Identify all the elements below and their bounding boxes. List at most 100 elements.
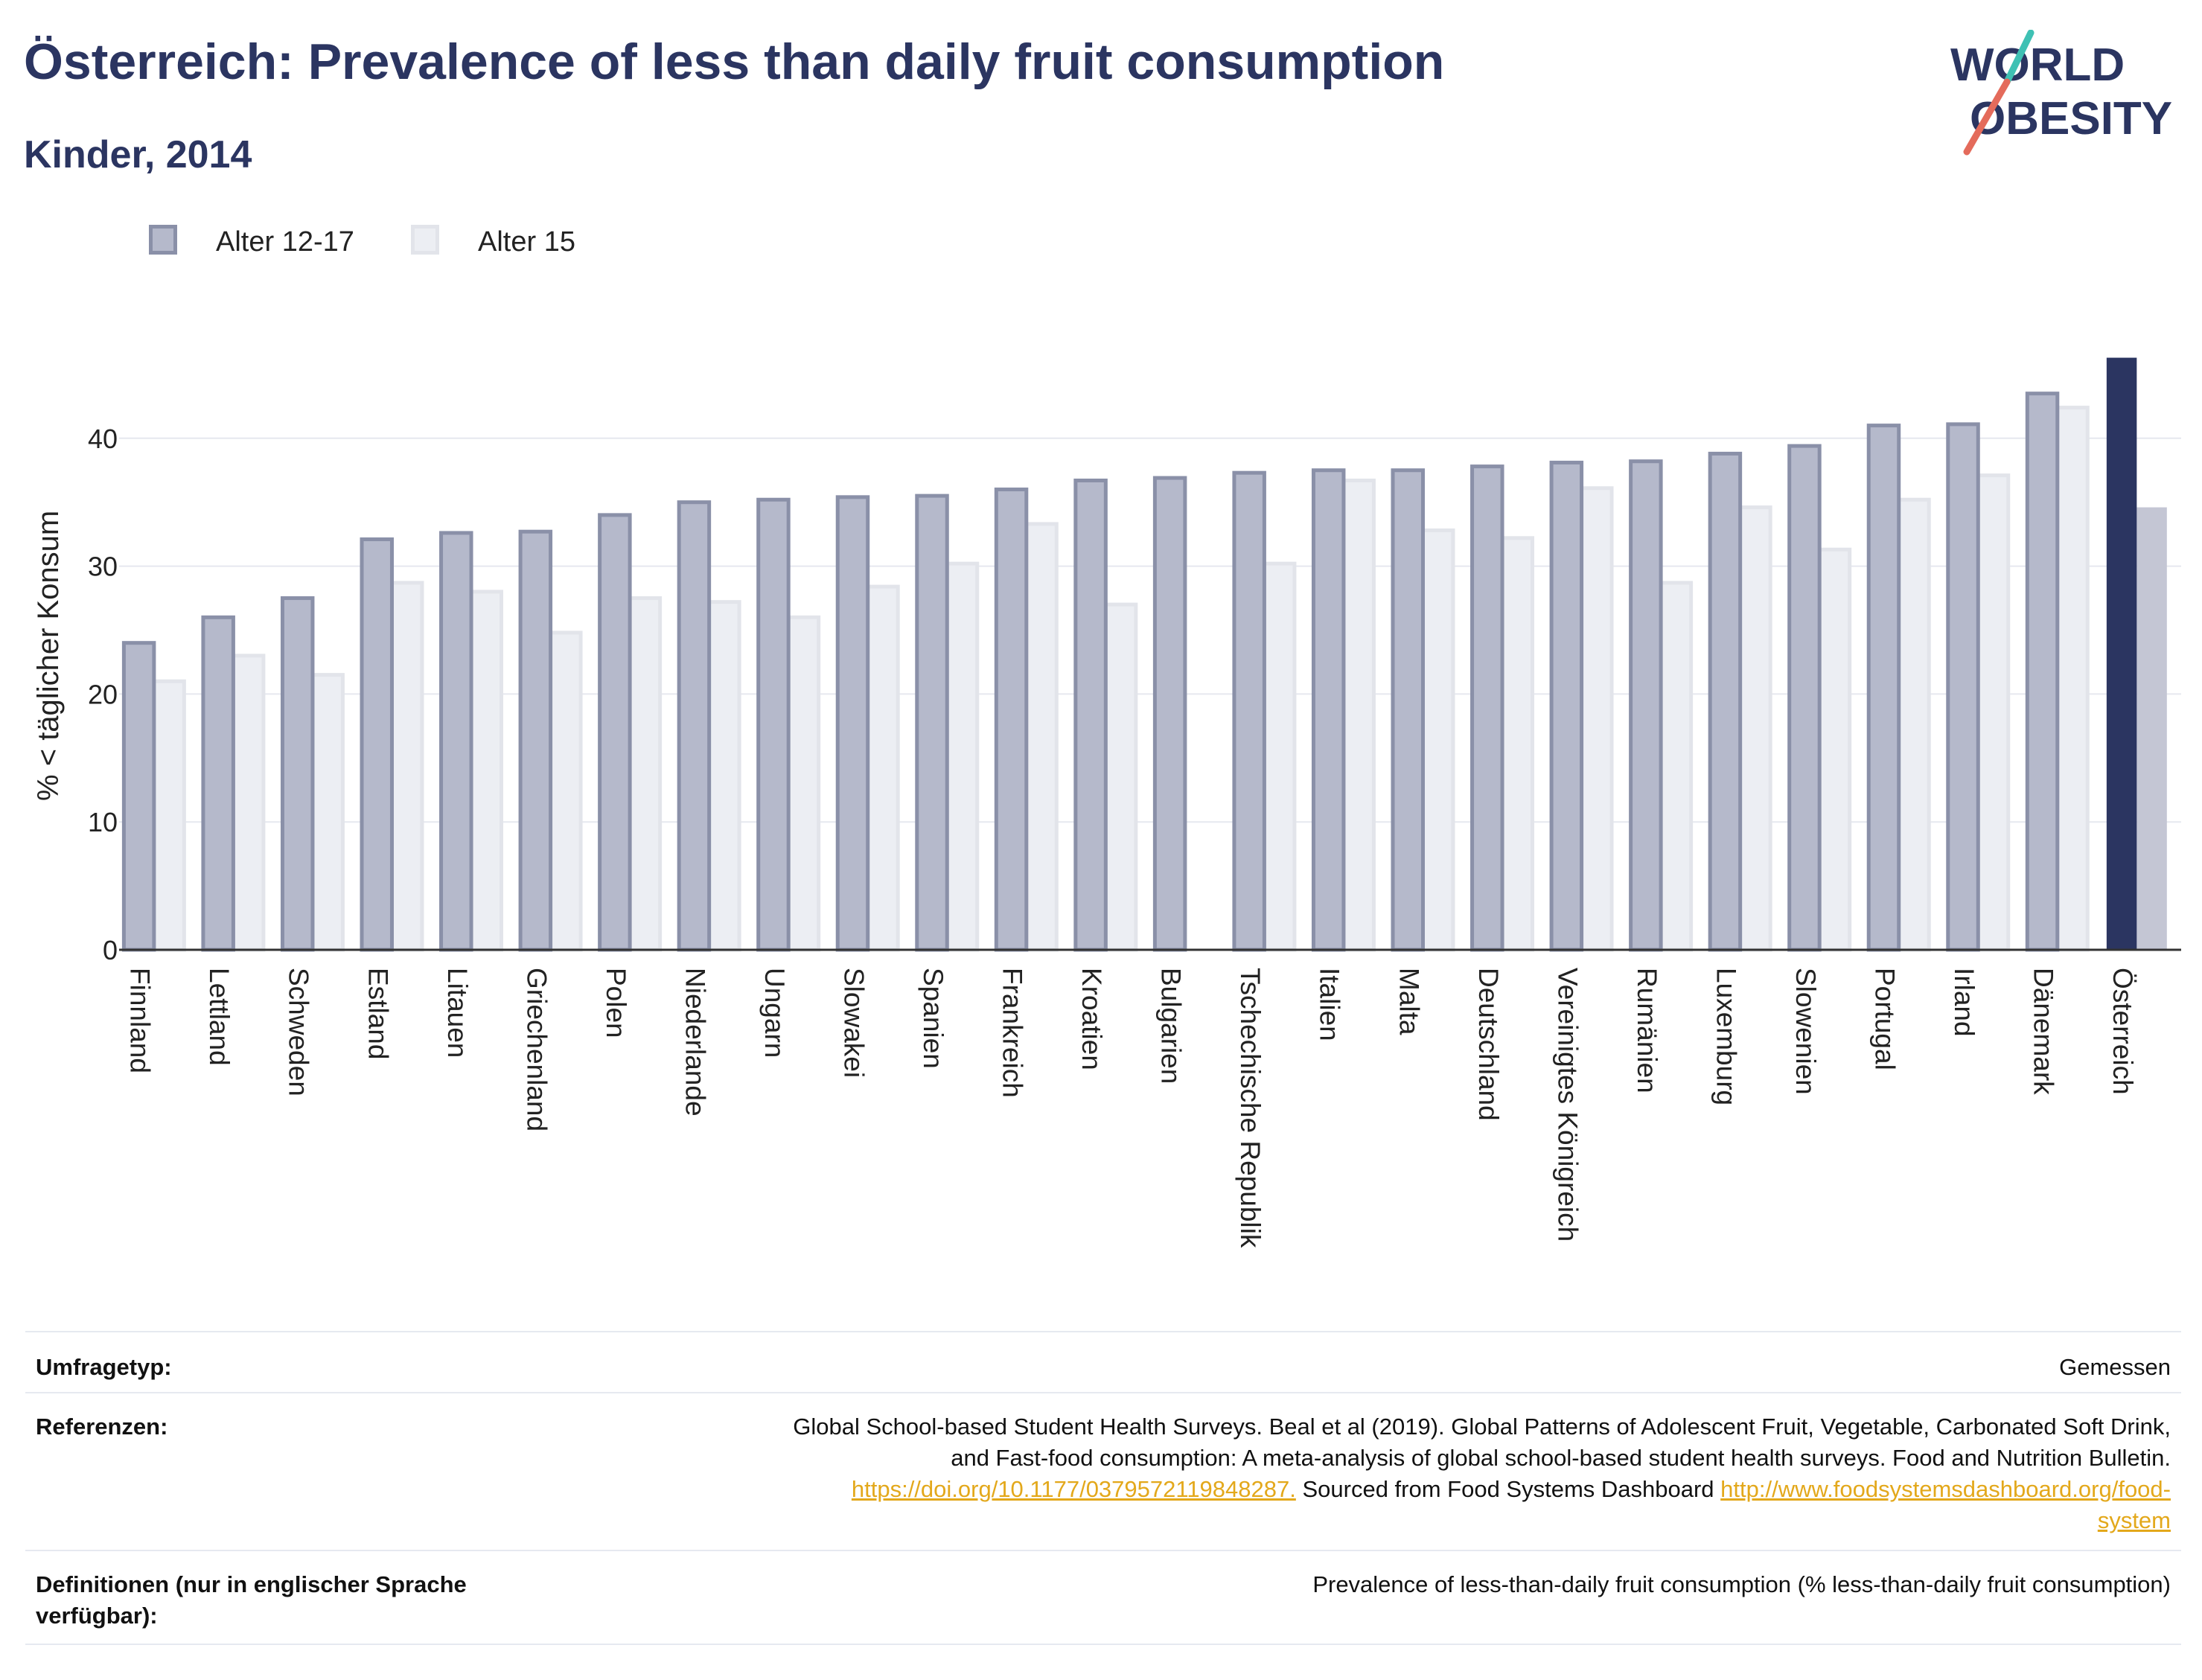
x-tick-label: Dänemark bbox=[2029, 968, 2059, 1095]
bar-alter-15 bbox=[866, 584, 900, 952]
bar-alter-12-17 bbox=[1073, 478, 1108, 952]
bar-alter-12-17 bbox=[1787, 444, 1822, 952]
x-tick-label: Frankreich bbox=[998, 968, 1028, 1098]
x-tick-label: Ungarn bbox=[759, 968, 790, 1058]
bar-alter-12-17 bbox=[201, 615, 235, 952]
definitions-label-line-2: verfügbar): bbox=[36, 1603, 158, 1629]
bar-alter-12-17 bbox=[1470, 464, 1504, 952]
bar-alter-15 bbox=[2055, 406, 2090, 952]
definitions-row: Definitionen (nur in englischer Sprache … bbox=[25, 1550, 2181, 1645]
references-row: Referenzen: Global School-based Student … bbox=[25, 1392, 2181, 1551]
logo-text-obesity: OBESITY bbox=[1970, 93, 2172, 144]
definitions-value: Prevalence of less-than-daily fruit cons… bbox=[1312, 1571, 2171, 1597]
bar-alter-15 bbox=[389, 581, 424, 952]
x-tick-label: Deutschland bbox=[1473, 968, 1504, 1121]
bar-alter-12-17 bbox=[677, 500, 712, 952]
bar-alter-15 bbox=[310, 673, 345, 952]
x-tick-label: Irland bbox=[1949, 968, 1979, 1037]
bar-alter-15 bbox=[1976, 473, 2011, 952]
bar-alter-15 bbox=[945, 561, 980, 952]
logo-text-world: WORLD bbox=[1950, 39, 2125, 91]
bar-alter-15 bbox=[1341, 478, 1376, 952]
bar-alter-15 bbox=[469, 590, 504, 952]
bar-alter-15 bbox=[2136, 507, 2167, 950]
page-subtitle: Kinder, 2014 bbox=[24, 133, 252, 176]
bar-alter-15 bbox=[1580, 486, 1614, 952]
y-tick-label: 30 bbox=[88, 552, 118, 582]
survey-type-row: Umfragetyp: Gemessen bbox=[25, 1331, 2181, 1393]
x-tick-label: Schweden bbox=[284, 968, 314, 1096]
bar-alter-12-17 bbox=[598, 513, 632, 952]
x-tick-label: Rumänien bbox=[1632, 968, 1662, 1093]
bar-alter-12-17 bbox=[994, 488, 1029, 952]
survey-type-label: Umfragetyp: bbox=[36, 1354, 172, 1380]
doi-link[interactable]: https://doi.org/10.1177/0379572119848287… bbox=[851, 1476, 1296, 1502]
references-line-2: and Fast-food consumption: A meta-analys… bbox=[951, 1445, 2171, 1471]
bar-alter-15 bbox=[231, 654, 266, 952]
x-tick-label: Tschechische Republik bbox=[1235, 968, 1266, 1248]
references-label: Referenzen: bbox=[36, 1414, 168, 1440]
bar-alter-12-17 bbox=[1311, 468, 1346, 952]
y-tick-label: 0 bbox=[103, 935, 118, 965]
references-line-4: system bbox=[459, 1505, 2171, 1536]
y-tick-label: 10 bbox=[88, 807, 118, 837]
x-tick-label: Spanien bbox=[918, 968, 948, 1069]
references-value: Global School-based Student Health Surve… bbox=[459, 1411, 2171, 1536]
bar-alter-12-17 bbox=[915, 494, 949, 952]
bar-alter-12-17 bbox=[2025, 392, 2060, 952]
bar-alter-12-17 bbox=[1866, 424, 1901, 952]
dashboard-link[interactable]: http://www.foodsystemsdashboard.org/food… bbox=[1720, 1476, 2171, 1502]
bar-alter-12-17 bbox=[121, 641, 156, 952]
survey-type-value: Gemessen bbox=[2059, 1354, 2171, 1380]
x-tick-label: Litauen bbox=[442, 968, 473, 1058]
y-axis-label: % < täglicher Konsum bbox=[32, 511, 65, 801]
y-tick-label: 20 bbox=[88, 679, 118, 709]
x-tick-label: Griechenland bbox=[521, 968, 552, 1131]
bar-alter-12-17 bbox=[1946, 422, 1980, 952]
x-tick-label: Slowakei bbox=[838, 968, 869, 1078]
bar-alter-12-17 bbox=[1391, 468, 1425, 952]
y-tick-label: 40 bbox=[88, 424, 118, 454]
bar-alter-15 bbox=[152, 679, 186, 952]
bar-alter-12-17 bbox=[1152, 476, 1187, 952]
x-tick-label: Polen bbox=[601, 968, 631, 1038]
references-sourced: Sourced from Food Systems Dashboard bbox=[1295, 1476, 1721, 1502]
bar-alter-12-17 bbox=[1232, 470, 1266, 952]
bar-alter-12-17 bbox=[518, 529, 553, 952]
bar-alter-12-17 bbox=[439, 531, 473, 952]
x-tick-label: Italien bbox=[1315, 968, 1345, 1041]
definitions-label-line-1: Definitionen (nur in englischer Sprache bbox=[36, 1571, 467, 1597]
x-tick-label: Slowenien bbox=[1790, 968, 1821, 1095]
bar-alter-12-17 bbox=[280, 596, 315, 952]
bar-alter-15 bbox=[1262, 561, 1297, 952]
bar-alter-12-17 bbox=[2106, 357, 2137, 950]
x-tick-label: Luxemburg bbox=[1711, 968, 1741, 1105]
x-tick-label: Portugal bbox=[1869, 968, 1900, 1070]
bar-chart: 0 10 20 30 40 % < täglicher Konsum Finnland Let… bbox=[32, 357, 2181, 1248]
bar-alter-12-17 bbox=[1629, 459, 1663, 952]
x-tick-label: Vereinigtes Königreich bbox=[1552, 968, 1583, 1242]
bar-alter-15 bbox=[1103, 602, 1138, 952]
legend-swatch bbox=[411, 225, 439, 255]
dashboard-link-continued[interactable]: system bbox=[2097, 1507, 2171, 1533]
bar-alter-15 bbox=[786, 615, 821, 952]
x-tick-label: Bulgarien bbox=[1156, 968, 1187, 1084]
bar-alter-15 bbox=[1817, 547, 1852, 952]
x-tick-label: Österreich bbox=[2107, 968, 2138, 1095]
bar-alter-15 bbox=[1738, 505, 1772, 952]
bar-alter-12-17 bbox=[1708, 451, 1743, 952]
bar-alter-15 bbox=[628, 596, 663, 952]
bar-alter-15 bbox=[1659, 581, 1694, 952]
bar-alter-15 bbox=[1024, 522, 1059, 952]
page-title: Österreich: Prevalence of less than dail… bbox=[24, 33, 1445, 90]
definitions-label: Definitionen (nur in englischer Sprache … bbox=[36, 1569, 467, 1632]
legend-label: Alter 15 bbox=[478, 226, 575, 258]
world-obesity-logo: WORLD OBESITY bbox=[1950, 30, 2172, 156]
bar-alter-12-17 bbox=[1549, 460, 1584, 952]
bar-alter-15 bbox=[1897, 497, 1931, 952]
x-tick-label: Niederlande bbox=[680, 968, 710, 1117]
bar-alter-12-17 bbox=[835, 495, 870, 952]
legend-swatch bbox=[149, 225, 177, 255]
bar-alter-12-17 bbox=[756, 497, 791, 952]
bar-alter-15 bbox=[1500, 536, 1535, 952]
